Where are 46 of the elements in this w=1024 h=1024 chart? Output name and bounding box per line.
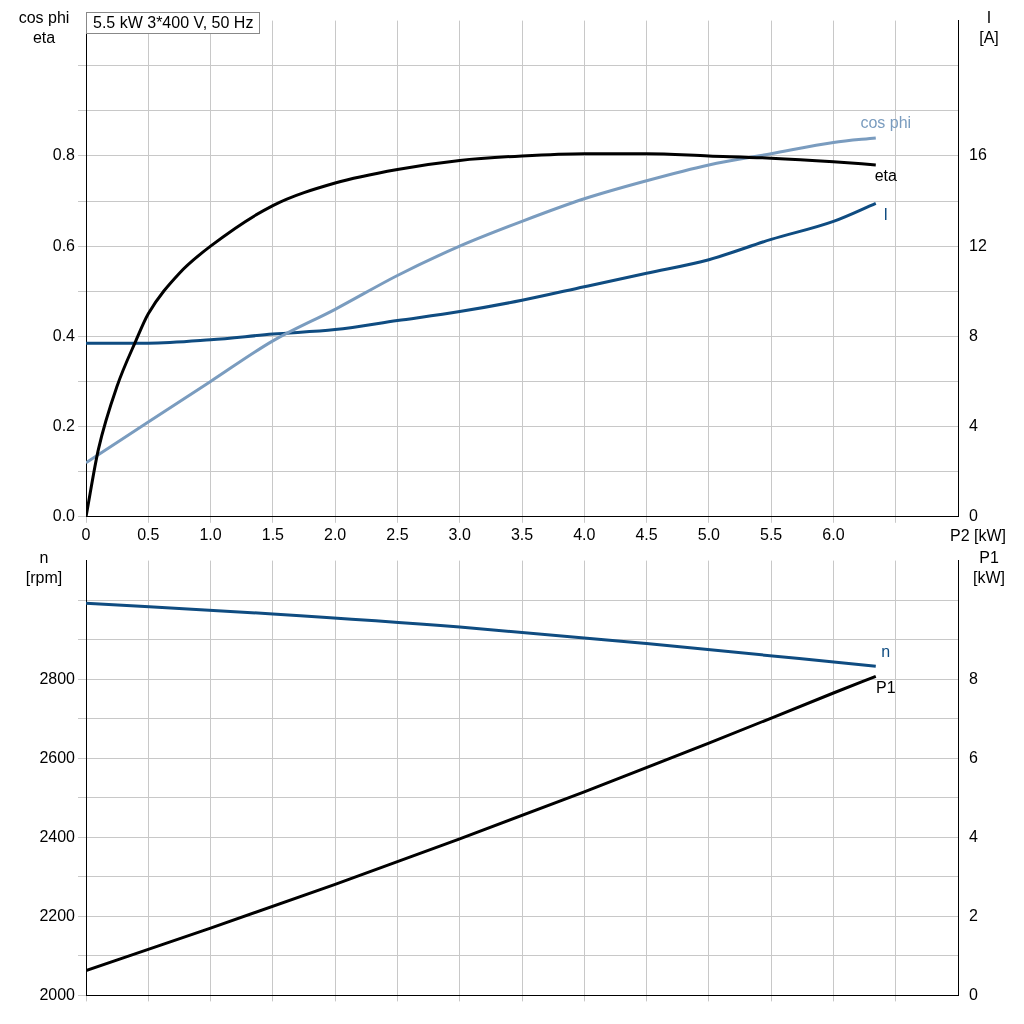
series-label: n [881, 642, 891, 660]
series-label: P1 [875, 678, 896, 696]
y-axis-title: cos phi eta [17, 8, 71, 48]
y-tick-label: 2200 [39, 906, 76, 924]
series-label: I [883, 205, 889, 223]
x-tick-label: 0 [81, 525, 91, 543]
x-tick-label: 4.5 [635, 525, 658, 543]
y2-axis-title: I [A] [978, 8, 1000, 48]
x-tick-label: 5.0 [697, 525, 721, 543]
x-tick-label: 3.0 [448, 525, 471, 543]
x-tick-label: 6.0 [822, 525, 845, 543]
x-tick-label: 4.0 [573, 525, 596, 543]
y-tick-label: 2600 [39, 748, 76, 766]
y2-tick-label: 4 [969, 827, 978, 845]
x-tick-label: 2.0 [324, 525, 347, 543]
y2-tick-label: 6 [969, 748, 978, 766]
y-axis-title: n [rpm] [24, 548, 64, 588]
series-label: cos phi [860, 114, 912, 132]
y2-tick-label: 4 [969, 416, 978, 434]
series-label: eta [874, 167, 897, 185]
x-tick-label: 5.5 [760, 525, 783, 543]
line-series [86, 601, 878, 668]
y-tick-label: 0.6 [52, 236, 76, 254]
x-tick-label: 1.0 [199, 525, 222, 543]
x-tick-label: 1.5 [261, 525, 285, 543]
y-tick-label: 0.0 [52, 507, 76, 525]
chart-title: 5.5 kW 3*400 V, 50 Hz [86, 12, 261, 34]
y-tick-label: 2000 [39, 985, 76, 1003]
y-tick-label: 0.4 [52, 326, 76, 344]
y2-tick-label: 0 [969, 507, 978, 525]
x-tick-label: 2.5 [386, 525, 409, 543]
x-tick-label: 0.5 [137, 525, 160, 543]
y-tick-label: 2800 [39, 669, 76, 687]
y2-tick-label: 2 [969, 906, 978, 924]
x-axis-title: P2 [kW] [945, 526, 1010, 546]
y2-tick-label: 8 [969, 669, 978, 687]
y-tick-label: 0.2 [52, 416, 76, 434]
y-tick-label: 2400 [39, 827, 76, 845]
y2-axis-title: P1 [kW] [972, 548, 1006, 588]
y2-tick-label: 8 [969, 326, 978, 344]
y2-tick-label: 12 [969, 236, 987, 254]
line-series [86, 201, 878, 345]
y-tick-label: 0.8 [52, 146, 76, 164]
y2-tick-label: 16 [969, 146, 987, 164]
x-tick-label: 3.5 [510, 525, 534, 543]
y2-tick-label: 0 [969, 985, 978, 1003]
